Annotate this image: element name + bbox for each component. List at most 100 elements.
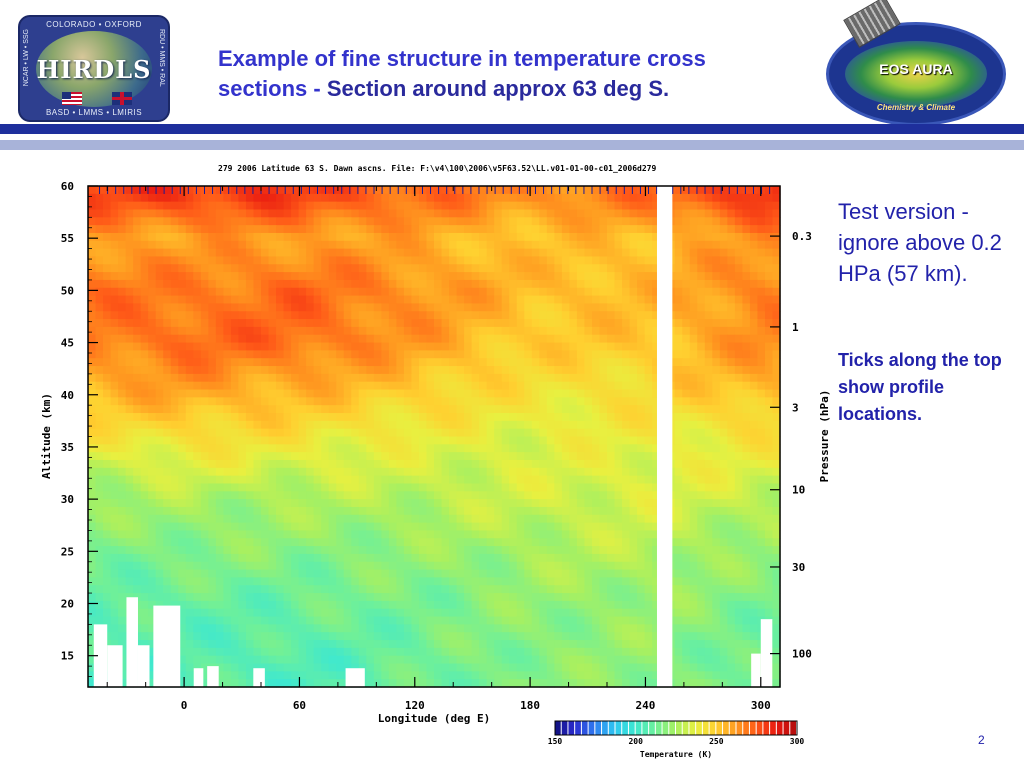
heatmap-cell (456, 240, 465, 250)
heatmap-cell (366, 483, 375, 492)
heatmap-cell (689, 381, 698, 391)
heatmap-cell (373, 303, 382, 312)
heatmap-cell (253, 491, 262, 500)
heatmap-cell (531, 405, 540, 414)
heatmap-cell (764, 272, 774, 281)
heatmap-cell (742, 413, 751, 422)
heatmap-cell (381, 405, 390, 414)
heatmap-cell (321, 217, 330, 226)
heatmap-cell (561, 256, 570, 265)
heatmap-cell (576, 420, 586, 430)
heatmap-cell (622, 585, 631, 594)
heatmap-cell (321, 405, 330, 414)
heatmap-cell (501, 225, 510, 234)
heatmap-cell (283, 405, 292, 414)
heatmap-cell (772, 405, 781, 414)
heatmap-cell (373, 311, 382, 320)
heatmap-cell (524, 209, 533, 218)
heatmap-cell (110, 553, 119, 563)
heatmap-cell (486, 420, 495, 430)
heatmap-cell (501, 475, 510, 485)
heatmap-cell (704, 569, 713, 579)
heatmap-cell (591, 248, 601, 258)
heatmap-cell (283, 358, 292, 367)
heatmap-cell (539, 436, 548, 445)
heatmap-cell (622, 272, 631, 281)
heatmap-cell (358, 436, 367, 445)
heatmap-cell (719, 358, 728, 367)
heatmap-cell (178, 475, 187, 485)
heatmap-cell (351, 201, 360, 211)
heatmap-cell (321, 256, 330, 265)
heatmap-cell (524, 499, 533, 508)
heatmap-cell (479, 561, 488, 571)
heatmap-cell (607, 499, 616, 508)
heatmap-cell (471, 240, 480, 250)
heatmap-cell (193, 350, 202, 359)
heatmap-cell (125, 428, 134, 438)
heatmap-cell (336, 381, 345, 391)
heatmap-cell (509, 186, 518, 195)
heatmap-cell (772, 475, 781, 485)
heatmap-cell (291, 342, 300, 351)
heatmap-cell (644, 319, 653, 328)
heatmap-cell (313, 279, 322, 289)
heatmap-cell (749, 342, 759, 351)
heatmap-cell (576, 326, 586, 336)
heatmap-cell (516, 483, 525, 492)
heatmap-cell (178, 389, 187, 398)
heatmap-cell (418, 397, 428, 406)
heatmap-cell (118, 428, 127, 438)
heatmap-cell (358, 397, 367, 406)
heatmap-cell (607, 358, 616, 367)
heatmap-cell (118, 538, 127, 547)
heatmap-cell (614, 389, 623, 398)
heatmap-cell (103, 217, 112, 226)
heatmap-cell (524, 186, 533, 195)
heatmap-cell (697, 279, 706, 289)
heatmap-cell (464, 506, 473, 516)
heatmap-cell (464, 264, 473, 273)
heatmap-cell (396, 193, 405, 203)
heatmap-cell (614, 217, 623, 226)
heatmap-cell (704, 303, 713, 312)
heatmap-cell (403, 389, 413, 398)
heatmap-cell (351, 522, 360, 532)
heatmap-cell (110, 225, 119, 234)
heatmap-cell (118, 240, 127, 250)
heatmap-cell (614, 186, 623, 195)
heatmap-cell (494, 209, 503, 218)
heatmap-cell (381, 452, 390, 461)
heatmap-cell (245, 264, 255, 273)
heatmap-cell (742, 256, 751, 265)
heatmap-cell (682, 232, 691, 242)
heatmap-cell (764, 186, 774, 195)
heatmap-cell (88, 467, 97, 477)
heatmap-cell (185, 319, 194, 328)
heatmap-cell (306, 264, 315, 273)
heatmap-cell (426, 350, 435, 359)
heatmap-cell (351, 295, 360, 305)
heatmap-cell (546, 405, 555, 414)
heatmap-cell (546, 475, 555, 485)
heatmap-cell (155, 217, 164, 226)
heatmap-cell (712, 569, 721, 579)
heatmap-cell (516, 428, 525, 438)
heatmap-cell (652, 256, 661, 265)
heatmap-cell (494, 279, 503, 289)
heatmap-cell (276, 326, 285, 336)
heatmap-cell (471, 256, 480, 265)
heatmap-cell (576, 459, 586, 469)
heatmap-cell (185, 279, 194, 289)
heatmap-cell (539, 483, 548, 492)
heatmap-cell (554, 514, 563, 524)
heatmap-cell (516, 193, 525, 203)
heatmap-cell (373, 217, 382, 226)
heatmap-cell (336, 295, 345, 305)
heatmap-cell (682, 459, 691, 469)
heatmap-cell (170, 499, 179, 508)
heatmap-cell (148, 186, 157, 195)
heatmap-cell (343, 334, 352, 344)
heatmap-cell (185, 303, 194, 312)
heatmap-cell (449, 467, 458, 477)
